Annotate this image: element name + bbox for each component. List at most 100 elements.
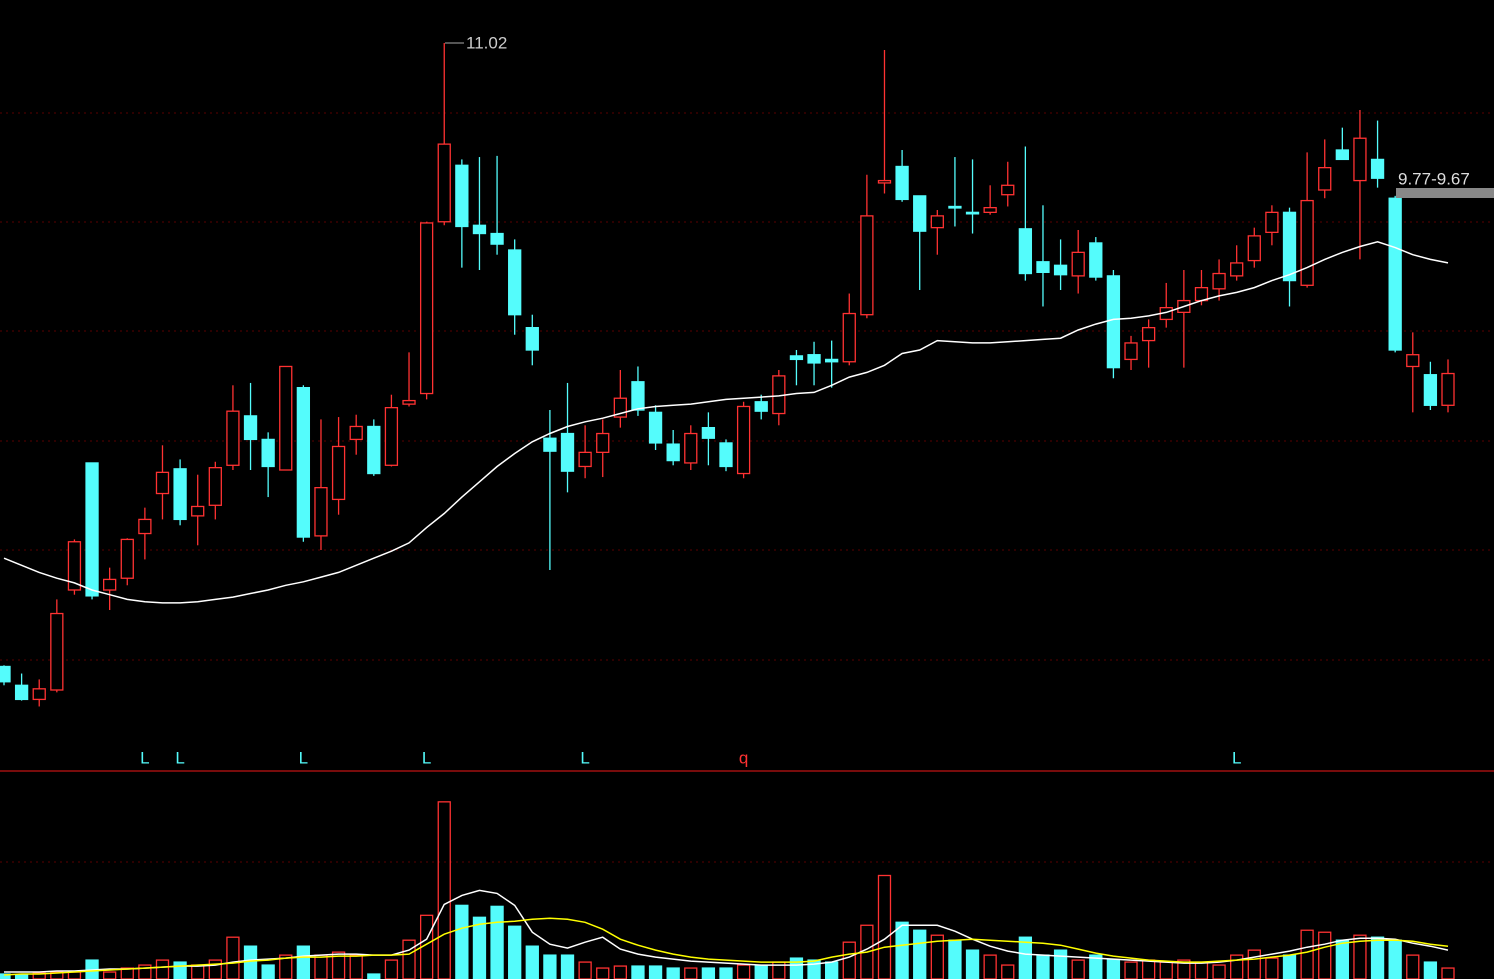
candle-body [472,224,487,235]
volume-bar [1335,939,1349,979]
candle-body [1318,166,1332,191]
candle-body [825,358,839,363]
candle-body [1406,354,1420,368]
volume-bar [1018,936,1033,979]
volume-bar [543,954,557,979]
candle-body [631,381,645,411]
candle-body [138,518,152,535]
volume-bar [50,971,64,979]
volume-bar [666,967,680,979]
volume-bar [261,964,275,979]
candle-body [1001,184,1015,196]
candle-body [930,215,944,229]
candle-body [701,426,716,439]
volume-bar [1370,936,1385,979]
volume-bar [490,905,504,979]
candle-body [648,411,663,444]
candle-body [543,437,557,452]
volume-bar [648,965,663,979]
volume-bar [472,916,487,979]
candle-body [1265,211,1279,234]
candle-body [490,232,504,245]
candle-body [666,443,680,462]
candle-body [437,143,451,223]
volume-bar [719,967,733,979]
candle-body [67,541,82,591]
volume-bar [455,904,469,979]
moving-average-line [3,241,1449,604]
candle-body [1370,158,1385,179]
candle-body [173,468,187,521]
volume-bar [367,973,381,979]
volume-bar [1124,961,1138,979]
signal-marker: L [580,748,589,767]
candle-body [14,684,29,701]
volume-average-line [4,889,1449,973]
volume-bar [103,971,117,979]
volume-bar [331,951,346,979]
candle-body [103,578,117,591]
candle-body [0,665,11,683]
volume-bar [1423,961,1438,979]
candle-body [279,365,293,471]
candle-body [983,206,997,214]
candle-body [419,222,434,395]
candle-body [807,354,821,364]
candle-body [349,425,363,441]
volume-bar [173,961,187,979]
volume-bar [825,961,839,979]
volume-bar [1106,959,1121,979]
signal-marker: L [140,748,149,767]
candle-body [789,355,804,361]
candle-body [1230,262,1244,277]
volume-bar [1036,954,1050,979]
candle-body [1353,137,1367,182]
volume-bar [1282,954,1297,979]
volume-bar [243,945,258,979]
volume-bar [965,949,980,979]
volume-bar [578,961,592,979]
candle-body [32,688,46,701]
signal-marker: q [739,748,748,767]
volume-bar [0,973,11,979]
candle-body [1388,197,1402,351]
candle-body [1089,242,1103,278]
candle-body [913,195,927,232]
candle-body [367,425,381,475]
candle-body [226,410,240,466]
candle-body [1071,251,1085,277]
volume-bar [525,945,539,979]
volume-bar [508,925,522,979]
candle-body [1441,372,1455,406]
candle-body [895,165,909,201]
candle-body [1282,211,1297,282]
candle-body [296,386,311,538]
candle-body [719,442,733,468]
candle-body [120,538,134,579]
signal-marker: L [422,748,431,767]
volume-bar [701,967,716,979]
signal-marker: L [175,748,184,767]
candle-body [754,401,768,412]
candle-body [1106,275,1121,369]
volume-bar [296,945,311,979]
candle-body [243,415,258,441]
candle-body [596,432,610,454]
candle-body [402,399,416,405]
candle-body [684,432,698,464]
candle-body [842,312,856,363]
volume-bar [842,941,856,979]
candle-body [560,432,575,472]
volume-bar [877,874,892,979]
candle-body [736,405,751,475]
volume-average-line [3,917,1449,976]
candle-body [331,445,346,501]
candle-body [314,486,328,537]
candle-body [208,466,222,506]
candle-body [1194,286,1209,302]
candle-body [85,462,99,597]
